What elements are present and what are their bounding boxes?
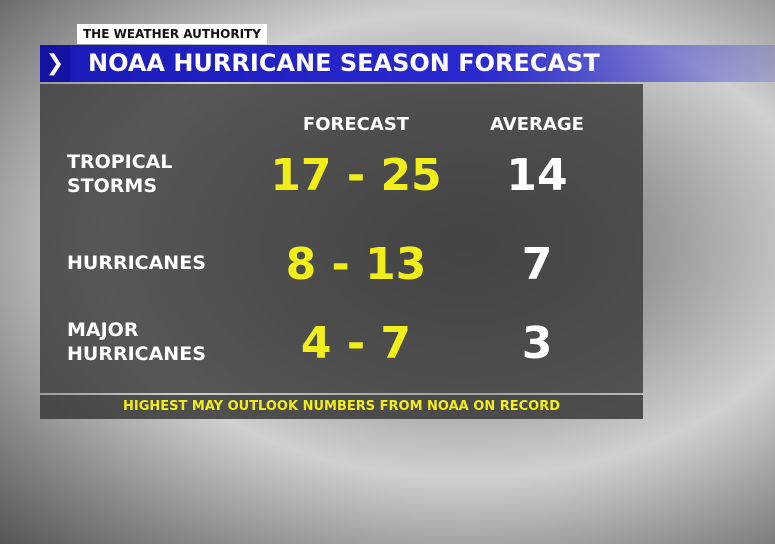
forecast: 4 - 7: [300, 318, 412, 369]
brand: THE WEATHER AUTHORITY: [77, 24, 267, 44]
panel: FORECAST AVERAGE TROPICAL STORMS 17 - 25…: [40, 84, 643, 393]
average: 7: [521, 239, 553, 290]
average: 14: [506, 150, 568, 201]
footer: HIGHEST MAY OUTLOOK NUMBERS FROM NOAA ON…: [40, 395, 643, 419]
title: NOAA HURRICANE SEASON FORECAST: [88, 49, 600, 77]
average: 3: [521, 318, 553, 369]
chevron: ❯: [40, 45, 70, 82]
column-header: FORECAST: [302, 114, 410, 135]
row-label: HURRICANES: [67, 252, 206, 274]
row-label: TROPICAL STORMS: [67, 151, 173, 197]
forecast: 8 - 13: [285, 239, 427, 290]
forecast: 17 - 25: [270, 150, 442, 201]
row-label: MAJOR HURRICANES: [67, 319, 206, 365]
column-header: AVERAGE: [490, 114, 584, 135]
title-bar: ❯ NOAA HURRICANE SEASON FORECAST: [40, 45, 775, 82]
